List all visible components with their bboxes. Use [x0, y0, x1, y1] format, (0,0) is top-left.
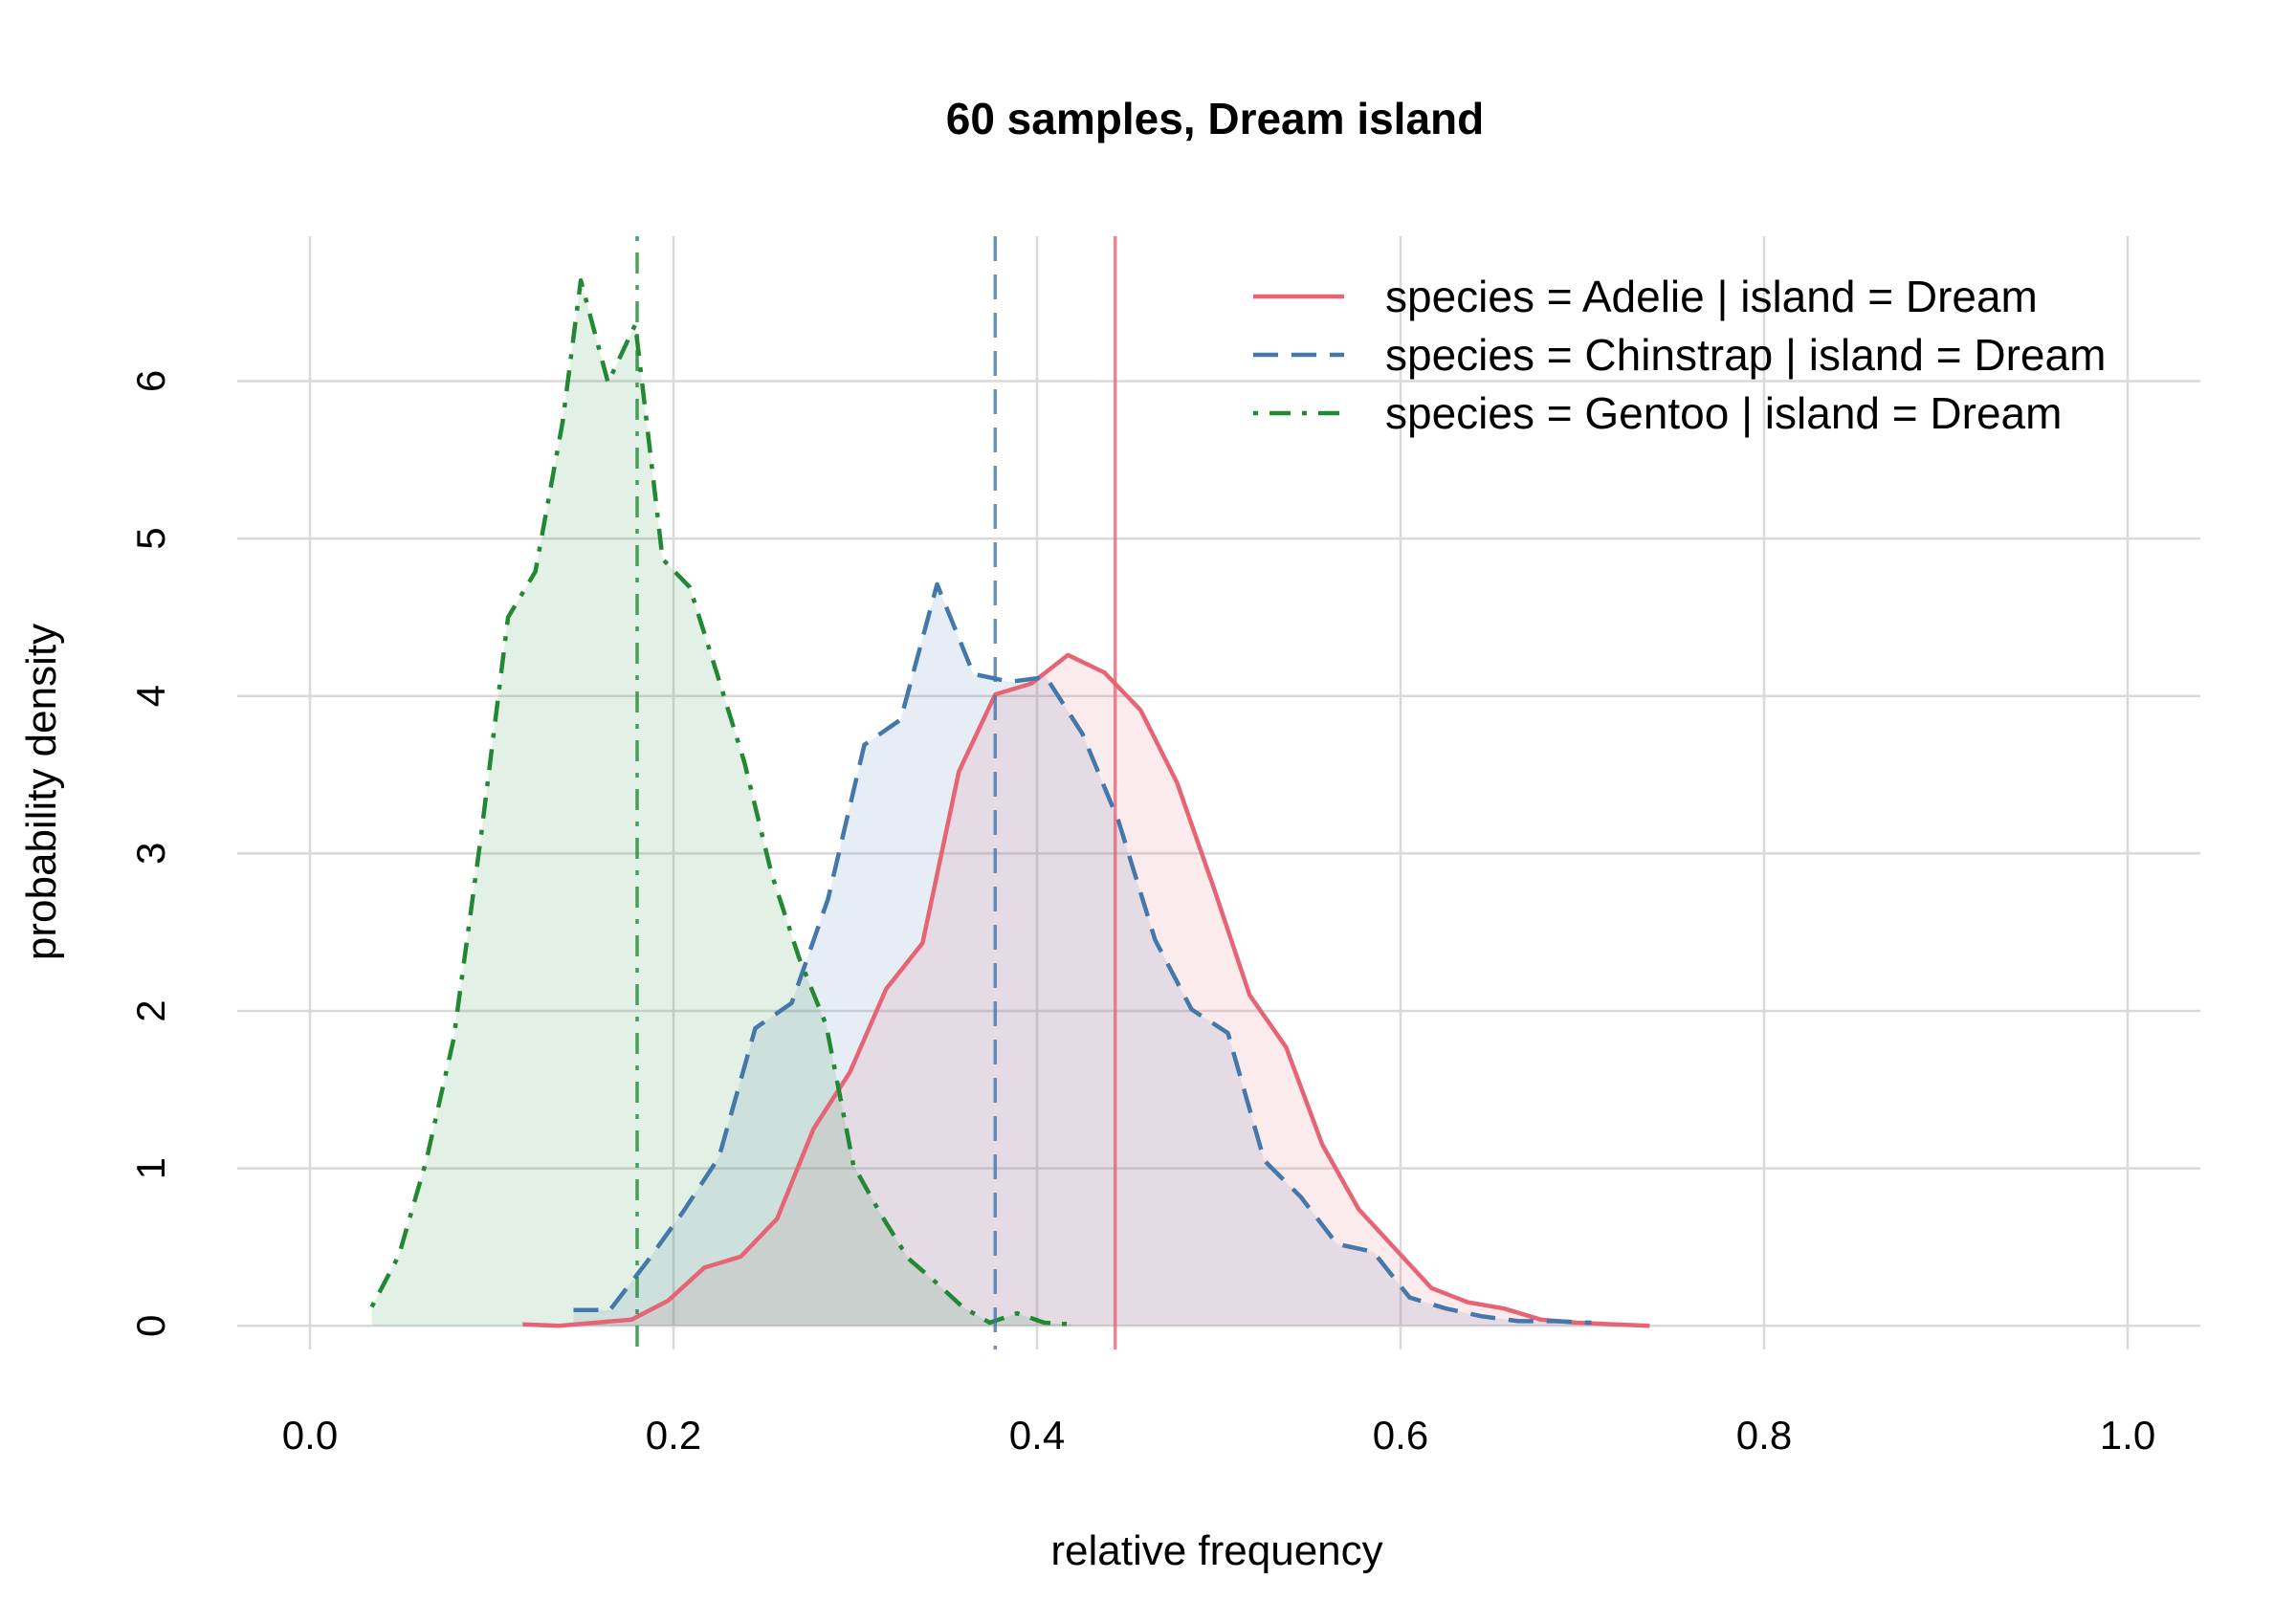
gentoo-density-line — [369, 277, 1072, 1327]
chinstrap-density-fill — [573, 583, 1592, 1327]
legend-label-chinstrap: species = Chinstrap | island = Dream — [1385, 330, 2106, 380]
gentoo-density-fill — [371, 280, 1072, 1327]
x-axis-label: relative frequency — [1050, 1527, 1382, 1574]
y-axis-label: probability density — [18, 624, 65, 960]
chart-title: 60 samples, Dream island — [946, 94, 1485, 143]
reference-lines — [635, 236, 1117, 1349]
adelie-density-fill — [522, 654, 1650, 1327]
chinstrap-density-line — [573, 581, 1592, 1326]
y-tick-label-0: 0 — [128, 1315, 173, 1337]
adelie-density-line — [522, 652, 1650, 1328]
y-tick-label-3: 3 — [128, 843, 173, 865]
y-axis-ticks: 0 1 2 3 4 5 6 — [128, 370, 173, 1337]
legend: species = Adelie | island = Dream species… — [1253, 272, 2106, 438]
x-tick-label-3: 0.6 — [1373, 1413, 1428, 1458]
y-tick-label-4: 4 — [128, 685, 173, 707]
x-tick-label-1: 0.2 — [646, 1413, 701, 1458]
legend-label-gentoo: species = Gentoo | island = Dream — [1385, 388, 2062, 438]
x-tick-label-2: 0.4 — [1009, 1413, 1065, 1458]
density-fills — [371, 280, 1650, 1327]
y-tick-label-5: 5 — [128, 527, 173, 549]
y-tick-label-2: 2 — [128, 999, 173, 1021]
x-axis-ticks: 0.0 0.2 0.4 0.6 0.8 1.0 — [282, 1413, 2155, 1458]
legend-label-adelie: species = Adelie | island = Dream — [1385, 272, 2038, 321]
grid — [237, 236, 2200, 1349]
y-tick-label-1: 1 — [128, 1157, 173, 1179]
x-tick-label-0: 0.0 — [282, 1413, 338, 1458]
x-tick-label-5: 1.0 — [2100, 1413, 2155, 1458]
y-tick-label-6: 6 — [128, 370, 173, 392]
x-tick-label-4: 0.8 — [1736, 1413, 1792, 1458]
density-lines — [369, 277, 1650, 1328]
